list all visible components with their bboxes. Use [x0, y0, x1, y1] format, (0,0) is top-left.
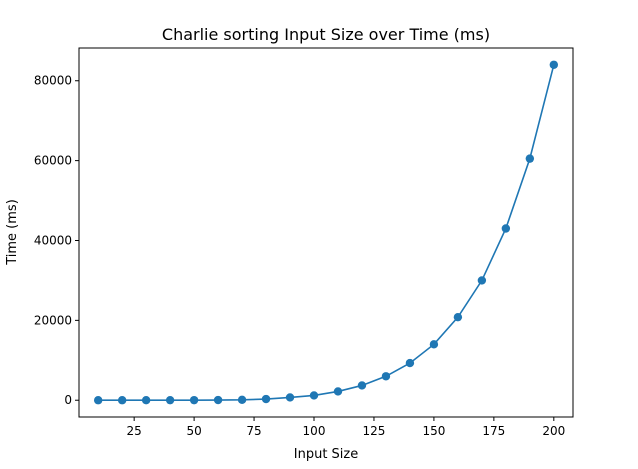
plot-frame	[78, 47, 574, 418]
data-point	[237, 395, 247, 405]
data-point	[357, 381, 367, 390]
data-point	[333, 387, 343, 396]
data-point	[429, 340, 439, 349]
plot-area	[78, 47, 574, 418]
series-layer	[93, 60, 559, 405]
x-tick-label: 75	[246, 424, 261, 438]
data-point	[501, 224, 511, 233]
x-tick-label: 125	[363, 424, 386, 438]
data-point	[285, 393, 295, 402]
y-tick-label: 80000	[34, 74, 72, 88]
data-point	[93, 396, 103, 405]
series-line	[98, 64, 555, 402]
y-axis-label: Time (ms)	[5, 199, 20, 266]
x-tick-label: 50	[186, 424, 201, 438]
data-point	[453, 312, 463, 322]
data-point	[525, 154, 535, 163]
data-point	[213, 395, 223, 405]
x-tick-label: 175	[482, 424, 505, 438]
x-tick-label: 150	[422, 424, 445, 438]
y-axis-ticks: 0 20000 40000 60000 80000	[34, 74, 79, 407]
data-point	[141, 396, 151, 405]
data-point	[549, 60, 559, 69]
y-tick-label: 40000	[34, 233, 72, 247]
y-tick-label: 60000	[34, 154, 72, 168]
data-point	[189, 395, 199, 405]
data-point	[477, 276, 487, 285]
data-point	[405, 358, 415, 368]
data-point	[117, 396, 127, 405]
x-tick-label: 100	[303, 424, 326, 438]
chart-title: Charlie sorting Input Size over Time (ms…	[162, 25, 490, 44]
x-axis-label: Input Size	[294, 447, 358, 462]
data-point	[165, 395, 175, 405]
data-point	[381, 372, 391, 381]
y-tick-label: 20000	[34, 313, 72, 327]
data-point	[309, 391, 319, 400]
x-axis-ticks: 25 50 75 100 125 150 175 200	[127, 417, 565, 438]
data-point	[261, 394, 271, 404]
x-tick-label: 25	[127, 424, 142, 438]
x-tick-label: 200	[542, 424, 565, 438]
y-tick-label: 0	[64, 393, 72, 407]
